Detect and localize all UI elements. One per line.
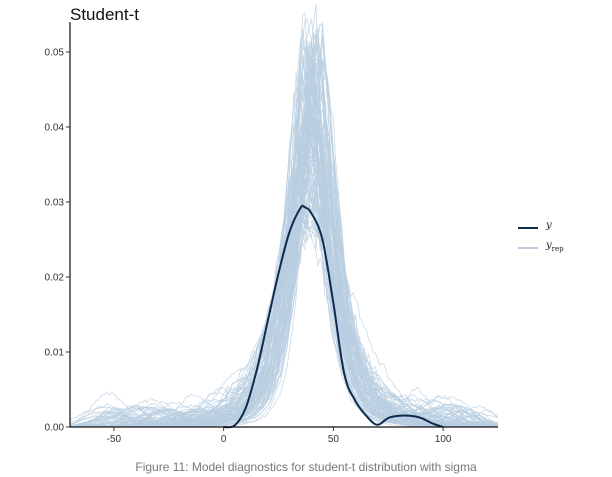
figure-caption: Figure 11: Model diagnostics for student…: [135, 460, 477, 474]
legend-swatch-yrep: [518, 247, 538, 249]
axes: 0.00 0.01 0.02 0.03 0.04 0.05 -50 0 50 100: [45, 22, 498, 445]
legend: y yrep: [516, 218, 596, 258]
y-tick-label: 0.00: [45, 423, 65, 434]
y-line-group: [223, 204, 444, 429]
y-line: [223, 204, 444, 429]
chart-title: Student-t: [70, 5, 139, 24]
y-tick-label: 0.01: [45, 348, 65, 359]
yrep-line: [70, 41, 498, 428]
legend-item-y: y: [516, 218, 596, 238]
y-tick-label: 0.05: [45, 48, 65, 59]
yrep-line: [70, 184, 498, 428]
y-tick-label: 0.04: [45, 123, 65, 134]
x-tick-label: 50: [328, 434, 340, 445]
yrep-lines: [69, 3, 499, 428]
yrep-line: [69, 198, 499, 427]
x-tick-label: -50: [107, 434, 122, 445]
legend-label-yrep: yrep: [546, 240, 564, 253]
x-tick-label: 100: [435, 434, 452, 445]
yrep-line: [70, 43, 499, 428]
y-tick-label: 0.02: [45, 273, 65, 284]
legend-item-yrep: yrep: [516, 238, 596, 258]
yrep-line: [70, 182, 499, 427]
x-tick-label: 0: [221, 434, 227, 445]
yrep-line: [69, 45, 499, 428]
y-tick-label: 0.03: [45, 198, 65, 209]
yrep-line: [70, 45, 499, 428]
legend-swatch-y: [518, 227, 538, 229]
legend-label-y: y: [546, 220, 552, 231]
yrep-line: [70, 41, 498, 428]
